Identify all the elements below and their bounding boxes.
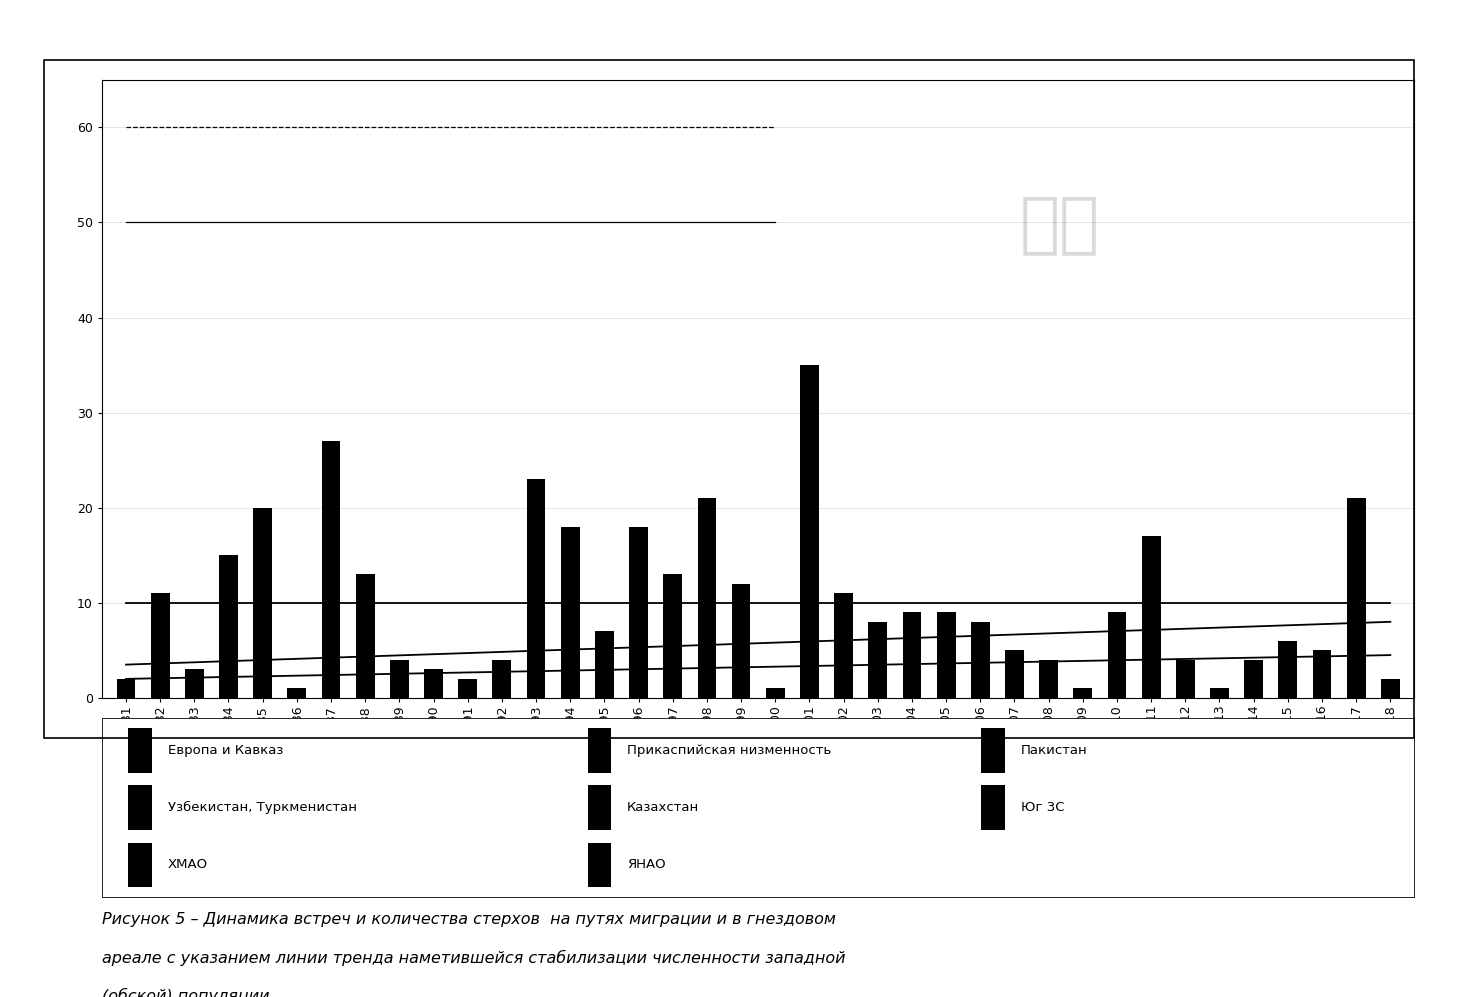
Bar (630, 526, 647, 698)
Bar (663, 574, 682, 698)
Bar (1005, 650, 1024, 698)
Bar (1177, 660, 1194, 698)
Bar (287, 688, 306, 698)
Text: ХМАО: ХМАО (168, 858, 208, 871)
FancyBboxPatch shape (981, 728, 1005, 773)
Text: Рисунок 5 – Динамика встреч и количества стерхов  на путях миграции и в гнездово: Рисунок 5 – Динамика встреч и количества… (102, 912, 835, 927)
FancyBboxPatch shape (588, 786, 611, 830)
Bar (697, 498, 716, 698)
Text: Европа и Кавказ: Европа и Кавказ (168, 744, 283, 757)
FancyBboxPatch shape (128, 842, 152, 887)
Bar (595, 631, 614, 698)
Bar (356, 574, 375, 698)
Bar (1073, 688, 1092, 698)
Bar (800, 365, 819, 698)
Text: Пакистан: Пакистан (1021, 744, 1088, 757)
Text: Прикаспийская низменность: Прикаспийская низменность (627, 744, 831, 757)
Bar (936, 612, 955, 698)
FancyBboxPatch shape (981, 786, 1005, 830)
Text: Казахстан: Казахстан (627, 801, 700, 815)
Bar (1279, 641, 1298, 698)
Text: ЯНАО: ЯНАО (627, 858, 665, 871)
Bar (185, 669, 204, 698)
Bar (322, 441, 340, 698)
FancyBboxPatch shape (588, 728, 611, 773)
Bar (1210, 688, 1229, 698)
Bar (526, 480, 545, 698)
Text: Юг 3С: Юг 3С (1021, 801, 1064, 815)
Bar (1040, 660, 1059, 698)
Text: 🦅🦅: 🦅🦅 (1021, 191, 1099, 257)
Bar (493, 660, 512, 698)
Bar (1347, 498, 1366, 698)
Bar (1108, 612, 1127, 698)
Bar (834, 593, 853, 698)
Bar (561, 526, 580, 698)
Bar (765, 688, 784, 698)
Bar (219, 555, 238, 698)
Bar (150, 593, 169, 698)
Bar (903, 612, 921, 698)
FancyBboxPatch shape (588, 842, 611, 887)
Bar (254, 507, 273, 698)
Bar (732, 584, 751, 698)
Bar (1244, 660, 1263, 698)
Bar (869, 622, 886, 698)
Bar (971, 622, 990, 698)
Bar (424, 669, 443, 698)
Text: Узбекистан, Туркменистан: Узбекистан, Туркменистан (168, 801, 357, 815)
FancyBboxPatch shape (128, 786, 152, 830)
Bar (1381, 679, 1400, 698)
Text: ареале с указанием линии тренда наметившейся стабилизации численности западной: ареале с указанием линии тренда наметивш… (102, 950, 846, 966)
Text: (обской) популяции: (обской) популяции (102, 988, 270, 997)
FancyBboxPatch shape (128, 728, 152, 773)
Bar (389, 660, 408, 698)
Bar (1312, 650, 1331, 698)
Bar (117, 679, 136, 698)
Bar (1142, 536, 1161, 698)
Bar (458, 679, 477, 698)
